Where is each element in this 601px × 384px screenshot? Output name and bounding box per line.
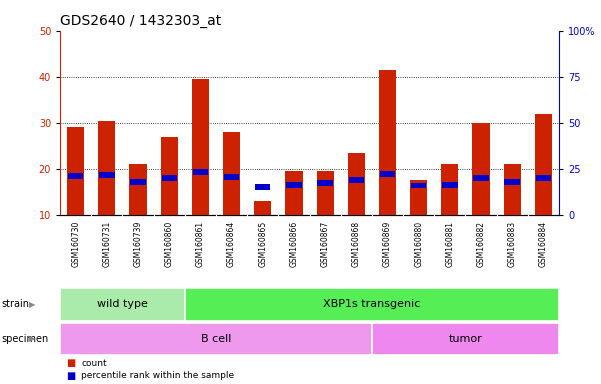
Bar	[185, 288, 559, 321]
Bar	[285, 171, 302, 215]
Text: percentile rank within the sample: percentile rank within the sample	[81, 371, 234, 380]
Text: count: count	[81, 359, 107, 368]
Bar	[372, 323, 559, 355]
Text: GSM160880: GSM160880	[414, 221, 423, 267]
Text: ▶: ▶	[29, 300, 35, 309]
Text: GSM160730: GSM160730	[71, 221, 80, 267]
Bar	[317, 180, 333, 186]
Bar	[504, 179, 520, 185]
Text: strain: strain	[2, 299, 30, 310]
Bar	[348, 153, 365, 215]
Text: GSM160731: GSM160731	[102, 221, 111, 267]
Text: XBP1s transgenic: XBP1s transgenic	[323, 299, 421, 310]
Bar	[349, 177, 364, 183]
Bar	[472, 123, 490, 215]
Text: GSM160864: GSM160864	[227, 221, 236, 267]
Text: GSM160867: GSM160867	[320, 221, 329, 267]
Text: GSM160868: GSM160868	[352, 221, 361, 267]
Text: GSM160861: GSM160861	[196, 221, 205, 267]
Text: GSM160869: GSM160869	[383, 221, 392, 267]
Bar	[411, 183, 426, 189]
Text: GSM160881: GSM160881	[445, 221, 454, 267]
Text: ▶: ▶	[29, 334, 35, 343]
Bar	[67, 127, 84, 215]
Text: GDS2640 / 1432303_at: GDS2640 / 1432303_at	[60, 14, 221, 28]
Bar	[60, 288, 185, 321]
Text: GSM160884: GSM160884	[539, 221, 548, 267]
Bar	[442, 182, 457, 187]
Bar	[410, 180, 427, 215]
Text: GSM160883: GSM160883	[508, 221, 517, 267]
Bar	[193, 169, 208, 175]
Text: ■: ■	[66, 371, 75, 381]
Bar	[504, 164, 520, 215]
Bar	[68, 174, 84, 179]
Bar	[130, 179, 146, 185]
Text: GSM160866: GSM160866	[290, 221, 299, 267]
Bar	[60, 323, 372, 355]
Bar	[192, 79, 209, 215]
Text: wild type: wild type	[97, 299, 148, 310]
Text: B cell: B cell	[201, 334, 231, 344]
Text: GSM160865: GSM160865	[258, 221, 267, 267]
Bar	[473, 175, 489, 181]
Bar	[286, 182, 302, 187]
Bar	[255, 184, 270, 190]
Text: ■: ■	[66, 358, 75, 368]
Bar	[254, 201, 271, 215]
Bar	[162, 175, 177, 181]
Bar	[99, 172, 115, 178]
Text: tumor: tumor	[448, 334, 482, 344]
Bar	[160, 137, 178, 215]
Bar	[223, 132, 240, 215]
Bar	[224, 174, 239, 180]
Bar	[129, 164, 147, 215]
Bar	[317, 171, 334, 215]
Bar	[535, 114, 552, 215]
Bar	[380, 170, 395, 177]
Text: GSM160739: GSM160739	[133, 221, 142, 267]
Text: GSM160860: GSM160860	[165, 221, 174, 267]
Text: GSM160882: GSM160882	[477, 221, 486, 267]
Text: specimen: specimen	[2, 334, 49, 344]
Bar	[535, 175, 551, 181]
Bar	[441, 164, 459, 215]
Bar	[379, 70, 396, 215]
Bar	[99, 121, 115, 215]
